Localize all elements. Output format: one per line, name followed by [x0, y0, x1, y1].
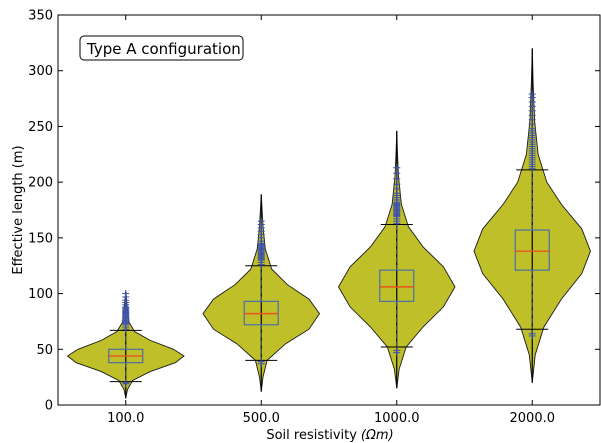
y-tick-label: 100 — [28, 287, 53, 302]
annotation-box: Type A configuration — [79, 35, 244, 61]
x-axis-label-unit: (Ωm) — [361, 428, 394, 443]
y-tick-label: 200 — [28, 176, 53, 191]
y-tick-label: 350 — [28, 9, 53, 24]
x-tick-label: 500.0 — [243, 411, 280, 426]
annotation-text: Type A configuration — [86, 40, 241, 58]
y-tick-label: 300 — [28, 64, 53, 79]
violin-group — [337, 130, 456, 389]
violins-layer — [66, 48, 591, 399]
y-axis-label: Effective length (m) — [11, 145, 26, 274]
y-tick-label: 50 — [36, 343, 53, 358]
y-tick-label: 150 — [28, 231, 53, 246]
violin-group — [202, 194, 321, 392]
x-axis-label: Soil resistivity (Ωm) — [266, 428, 393, 443]
iqr-box — [514, 229, 550, 271]
x-axis-label-text: Soil resistivity — [266, 428, 357, 443]
y-tick-label: 250 — [28, 120, 53, 135]
violin-group — [66, 290, 185, 399]
x-tick-label: 2000.0 — [510, 411, 556, 426]
y-tick-label: 0 — [45, 399, 53, 414]
iqr-box — [379, 269, 415, 302]
x-tick-label: 1000.0 — [374, 411, 420, 426]
ticks-layer: 0 50 100 150 200 250 300 350 100.0 500.0 1000.0 200… — [28, 9, 600, 426]
annotation-frame — [79, 35, 244, 61]
plot-frame — [57, 14, 601, 406]
x-tick-label: 100.0 — [107, 411, 144, 426]
violin-group — [473, 48, 591, 383]
